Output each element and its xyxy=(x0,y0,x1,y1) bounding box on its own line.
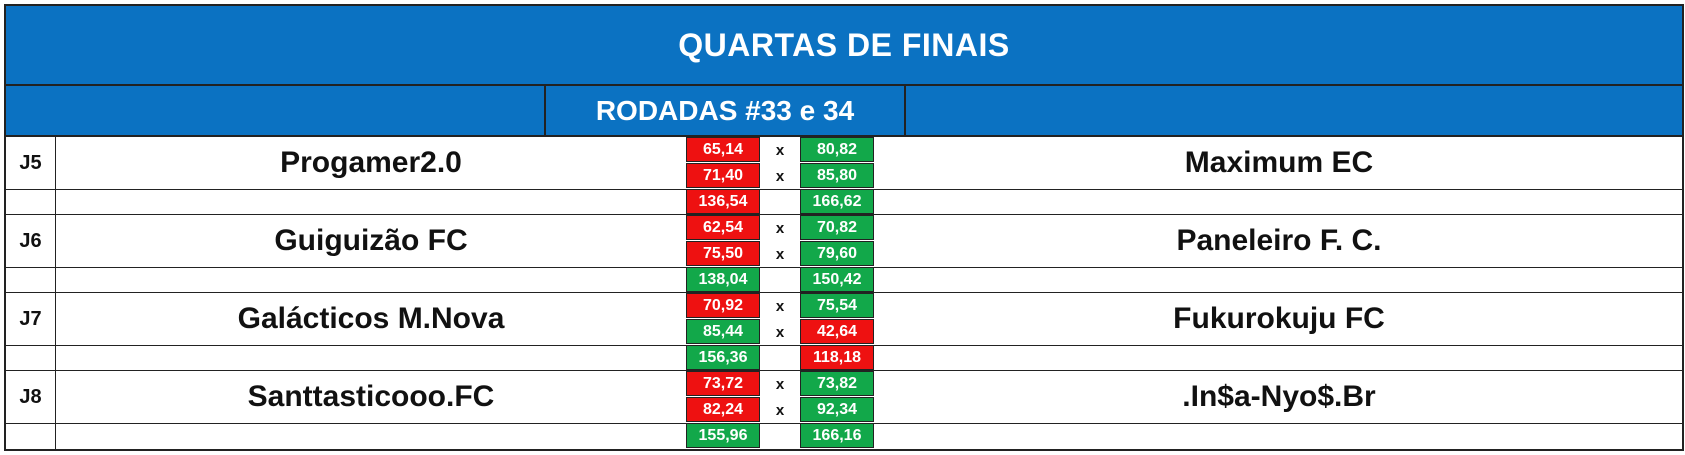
away-total-score: 118,18 xyxy=(800,345,874,370)
round-subtitle: RODADAS #33 e 34 xyxy=(546,86,906,135)
page-title: QUARTAS DE FINAIS xyxy=(6,6,1682,86)
match-group: J7 Galácticos M.Nova Fukurokuju FC 70,92 x 75… xyxy=(6,293,1682,371)
bracket-sheet: QUARTAS DE FINAIS RODADAS #33 e 34 J5 Pro… xyxy=(4,4,1684,451)
match-code: J5 xyxy=(6,137,56,189)
away-team-name: Maximum EC xyxy=(1184,146,1374,179)
home-round-score: 82,24 xyxy=(686,397,760,422)
away-team-name: Paneleiro F. C. xyxy=(1176,224,1382,257)
away-round-score: 85,80 xyxy=(800,163,874,188)
match-code: J6 xyxy=(6,215,56,267)
away-round-score: 80,82 xyxy=(800,137,874,162)
home-round-score: 62,54 xyxy=(686,215,760,240)
home-total-score: 136,54 xyxy=(686,189,760,214)
match-group: J6 Guiguizão FC Paneleiro F. C. 62,54 x 70,82… xyxy=(6,215,1682,293)
match-code: J8 xyxy=(6,371,56,423)
home-total-score: 156,36 xyxy=(686,345,760,370)
home-team-name: Santtasticooo.FC xyxy=(247,380,495,413)
away-total-score: 150,42 xyxy=(800,267,874,292)
away-round-score: 75,54 xyxy=(800,293,874,318)
home-round-score: 85,44 xyxy=(686,319,760,344)
versus-label: x xyxy=(775,141,785,159)
versus-label: x xyxy=(775,245,785,263)
versus-label: x xyxy=(775,375,785,393)
home-round-score: 70,92 xyxy=(686,293,760,318)
away-team-name: Fukurokuju FC xyxy=(1173,302,1385,335)
away-round-score: 92,34 xyxy=(800,397,874,422)
home-round-score: 73,72 xyxy=(686,371,760,396)
versus-label: x xyxy=(775,323,785,341)
away-round-score: 73,82 xyxy=(800,371,874,396)
versus-label: x xyxy=(775,167,785,185)
versus-label: x xyxy=(775,219,785,237)
home-team-name: Galácticos M.Nova xyxy=(237,302,505,335)
home-round-score: 75,50 xyxy=(686,241,760,266)
home-total-score: 155,96 xyxy=(686,423,760,448)
away-round-score: 70,82 xyxy=(800,215,874,240)
home-round-score: 71,40 xyxy=(686,163,760,188)
away-total-score: 166,16 xyxy=(800,423,874,448)
match-group: J5 Progamer2.0 Maximum EC 65,14 x 80,82 71,40 x… xyxy=(6,137,1682,215)
subtitle-bar: RODADAS #33 e 34 xyxy=(6,86,1682,137)
versus-label: x xyxy=(775,401,785,419)
match-list: J5 Progamer2.0 Maximum EC 65,14 x 80,82 71,40 x… xyxy=(6,137,1682,449)
away-team-name: .In$a-Nyo$.Br xyxy=(1182,380,1376,413)
home-team-name: Progamer2.0 xyxy=(280,146,462,179)
home-round-score: 65,14 xyxy=(686,137,760,162)
away-round-score: 79,60 xyxy=(800,241,874,266)
subtitle-right-cell xyxy=(906,86,1682,135)
match-code: J7 xyxy=(6,293,56,345)
versus-label: x xyxy=(775,297,785,315)
subtitle-left-cell xyxy=(6,86,546,135)
home-total-score: 138,04 xyxy=(686,267,760,292)
match-group: J8 Santtasticooo.FC .In$a-Nyo$.Br 73,72 x 73,… xyxy=(6,371,1682,449)
away-total-score: 166,62 xyxy=(800,189,874,214)
away-round-score: 42,64 xyxy=(800,319,874,344)
home-team-name: Guiguizão FC xyxy=(274,224,468,257)
